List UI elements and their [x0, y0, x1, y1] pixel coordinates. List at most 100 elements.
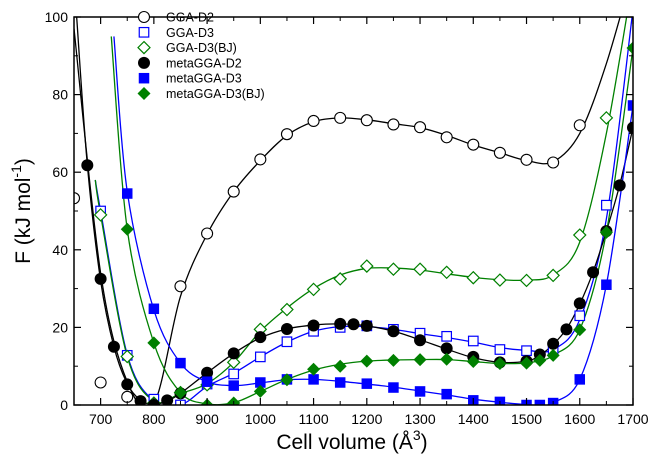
x-tick-label: 1300	[404, 411, 435, 427]
data-point	[599, 225, 613, 239]
data-point	[574, 310, 586, 322]
data-point	[307, 319, 320, 332]
data-point	[574, 374, 586, 385]
data-point	[280, 302, 294, 317]
legend-label: GGA-D3(BJ)	[166, 41, 237, 55]
data-point	[121, 390, 134, 403]
data-point	[414, 334, 427, 347]
y-tick-label: 40	[52, 242, 68, 258]
legend-marker	[138, 26, 150, 38]
data-point	[253, 384, 267, 398]
y-tick-label: 100	[45, 9, 69, 25]
data-point	[493, 273, 507, 287]
data-point	[201, 366, 214, 379]
data-point	[174, 280, 187, 293]
legend-item-metagga-d3: metaGGA-D3	[138, 72, 242, 86]
data-point	[308, 374, 319, 385]
data-point	[227, 347, 240, 360]
data-point	[494, 344, 506, 355]
data-point	[254, 331, 267, 344]
data-point	[81, 159, 94, 172]
data-point	[533, 353, 547, 367]
legend-marker	[137, 10, 151, 24]
data-point	[387, 325, 400, 338]
data-point	[599, 111, 614, 125]
data-point	[441, 330, 453, 342]
data-point	[388, 382, 399, 393]
legend-item-gga-d3: GGA-D3	[138, 26, 214, 40]
data-point	[359, 259, 374, 273]
data-point	[121, 188, 133, 199]
data-point	[334, 377, 346, 388]
x-tick-label: 1700	[617, 411, 648, 427]
y-axis-label-sup: -1	[8, 165, 24, 178]
data-point	[307, 362, 321, 376]
y-axis: 0 20 40 60 80 100	[45, 9, 633, 413]
x-tick-label: 1600	[564, 411, 595, 427]
data-point	[147, 336, 161, 350]
data-point	[627, 121, 633, 134]
data-point	[519, 273, 534, 288]
data-point	[520, 356, 534, 370]
data-point	[121, 378, 134, 391]
data-point	[493, 146, 506, 159]
data-point	[467, 138, 480, 151]
data-point	[280, 373, 294, 387]
data-point	[626, 41, 633, 55]
data-point	[587, 266, 600, 279]
legend-label: metaGGA-D2	[166, 56, 242, 70]
data-point	[413, 262, 427, 277]
x-tick-label: 1100	[299, 411, 329, 427]
legend-item-gga-d2: GGA-D2	[137, 10, 214, 25]
data-point	[94, 272, 107, 285]
data-point	[280, 128, 294, 141]
data-point	[254, 351, 266, 363]
data-point	[547, 156, 560, 169]
data-point	[494, 396, 506, 405]
data-point	[333, 359, 347, 373]
data-point	[414, 386, 426, 397]
legend-item-metagga-d2: metaGGA-D2	[138, 56, 242, 70]
y-tick-label: 20	[52, 319, 68, 335]
data-point	[413, 353, 427, 367]
data-point	[161, 394, 174, 405]
y-tick-label: 0	[60, 397, 68, 413]
series-points-gga-d2	[74, 111, 586, 405]
data-point	[440, 342, 453, 355]
data-point	[175, 357, 186, 369]
legend-label: metaGGA-D3(BJ)	[166, 87, 265, 101]
data-point	[413, 121, 427, 134]
data-point	[440, 131, 453, 144]
data-point	[360, 354, 374, 368]
data-point	[347, 318, 360, 331]
x-tick-label: 1200	[351, 411, 382, 427]
data-point	[360, 114, 373, 127]
y-axis-label-text: F (kJ mol	[12, 178, 35, 264]
x-axis: 700 800 900 1000 1100 1200 1300 1400 1500 1600 170…	[73, 17, 649, 427]
data-point	[441, 388, 452, 400]
data-point	[440, 352, 454, 366]
data-point	[546, 268, 560, 283]
data-point	[520, 153, 533, 166]
data-point	[439, 265, 454, 280]
x-tick-label: 800	[142, 411, 166, 427]
data-point	[547, 337, 560, 350]
data-point	[254, 153, 267, 166]
series-points-gga-d3-bj	[93, 111, 614, 405]
data-point	[201, 227, 214, 240]
data-point	[467, 335, 479, 347]
series-markers	[74, 41, 633, 405]
x-tick-label: 900	[195, 411, 219, 427]
data-point	[601, 199, 612, 211]
data-point	[361, 378, 373, 389]
x-axis-label: Cell volume (Å3)	[276, 427, 427, 454]
x-axis-label-sup: 3	[413, 427, 421, 443]
legend-marker	[137, 40, 151, 55]
data-point	[228, 380, 239, 391]
legend-label: metaGGA-D3	[166, 72, 242, 86]
data-point	[93, 208, 108, 222]
data-point	[573, 297, 586, 310]
data-point	[280, 322, 293, 335]
